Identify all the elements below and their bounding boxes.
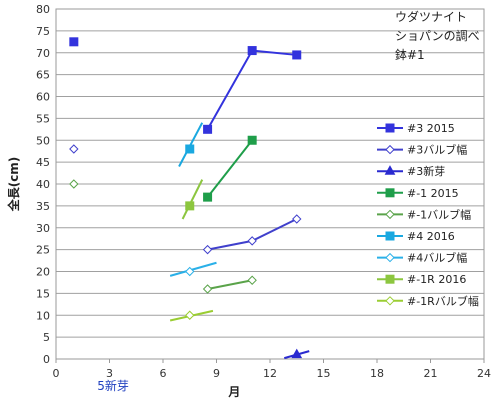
legend-item: #-1R 2016 xyxy=(377,273,466,286)
legend-label: #3 2015 xyxy=(407,122,455,135)
y-tick-label: 35 xyxy=(36,200,50,213)
x-tick-label: 3 xyxy=(106,367,113,380)
series-4 xyxy=(69,179,257,294)
data-point xyxy=(203,192,213,202)
legend-item: #4バルブ幅 xyxy=(377,251,467,265)
data-point xyxy=(247,236,257,246)
x-tick-label: 0 xyxy=(53,367,60,380)
data-point xyxy=(185,266,195,277)
legend-item: #3バルブ幅 xyxy=(377,143,467,157)
series-7 xyxy=(181,179,204,220)
legend-label: #-1Rバルブ幅 xyxy=(407,294,479,308)
x-tick-label: 6 xyxy=(160,367,167,380)
legend-swatch-marker xyxy=(385,144,395,155)
chart-title-line: 鉢#1 xyxy=(395,48,425,62)
series-layer xyxy=(69,37,310,360)
y-tick-label: 60 xyxy=(36,91,50,104)
x-tick-label: 9 xyxy=(213,367,220,380)
series-6 xyxy=(169,261,217,277)
series-0 xyxy=(69,37,302,134)
legend-label: #4バルブ幅 xyxy=(407,251,467,265)
legend-item: #3新芽 xyxy=(377,164,445,178)
gridlines xyxy=(56,30,484,338)
legend-swatch-marker xyxy=(385,296,395,306)
y-tick-label: 70 xyxy=(36,47,50,60)
legend-swatch-marker xyxy=(385,209,395,220)
legend-label: #3バルブ幅 xyxy=(407,143,467,157)
data-point xyxy=(69,144,79,154)
y-tick-label: 15 xyxy=(36,287,50,300)
chart-title-line: ショパンの調べ xyxy=(395,29,480,43)
series-3 xyxy=(203,135,257,202)
legend-item: #-1バルブ幅 xyxy=(377,207,471,221)
legend-swatch-marker xyxy=(385,231,395,241)
legend-swatch-marker xyxy=(385,188,395,198)
data-point xyxy=(203,124,213,134)
x-tick-label: 18 xyxy=(370,367,384,380)
legend-label: #-1R 2016 xyxy=(407,273,466,286)
legend-swatch-marker xyxy=(384,165,396,175)
series-8 xyxy=(169,309,214,322)
annotation-note: 5新芽 xyxy=(97,378,129,393)
y-tick-label: 25 xyxy=(36,244,50,257)
legend-item: #-1Rバルブ幅 xyxy=(377,294,479,308)
legend-label: #4 2016 xyxy=(407,230,455,243)
data-point xyxy=(247,135,257,145)
series-line xyxy=(206,139,253,198)
legend-label: #-1バルブ幅 xyxy=(407,207,471,221)
data-point xyxy=(202,244,213,255)
legend-swatch-marker xyxy=(385,123,395,133)
chart-title-line: ウダツナイト xyxy=(395,9,467,24)
data-point xyxy=(291,348,303,359)
y-tick-label: 0 xyxy=(43,353,50,366)
series-2 xyxy=(283,348,310,360)
legend-label: #3新芽 xyxy=(407,164,445,178)
series-line xyxy=(206,49,297,130)
x-tick-label: 15 xyxy=(317,367,331,380)
data-point xyxy=(185,201,195,211)
data-point xyxy=(69,37,79,47)
series-5 xyxy=(178,122,204,167)
legend-swatch-marker xyxy=(385,252,395,263)
legend: #3 2015 #3バルブ幅 #3新芽 #-1 2015 #-1バルブ幅 #4 2016 #… xyxy=(377,122,479,308)
data-point xyxy=(202,284,213,294)
series-1 xyxy=(69,144,302,255)
y-tick-label: 20 xyxy=(36,266,50,279)
y-tick-label: 45 xyxy=(36,156,50,169)
x-tick-label: 21 xyxy=(424,367,438,380)
y-tick-label: 30 xyxy=(36,222,50,235)
x-axis-title: 月 xyxy=(227,385,240,399)
data-point xyxy=(185,310,195,320)
axes: 0 5 10 15 20 25 30 35 40 45 50 55 60 65 70 75 80 0 3 6 9 12 15… xyxy=(6,3,491,399)
legend-swatch-marker xyxy=(385,274,395,284)
legend-item: #4 2016 xyxy=(377,230,455,243)
legend-item: #-1 2015 xyxy=(377,187,459,200)
data-point xyxy=(185,144,195,154)
data-point xyxy=(247,275,257,285)
series-line xyxy=(207,279,253,290)
x-tick-label: 24 xyxy=(477,367,491,380)
y-tick-label: 55 xyxy=(36,112,50,125)
y-tick-label: 75 xyxy=(36,25,50,38)
y-tick-label: 10 xyxy=(36,309,50,322)
y-tick-label: 80 xyxy=(36,3,50,16)
data-point xyxy=(292,214,302,224)
y-axis-title: 全長(cm) xyxy=(6,157,21,213)
y-tick-label: 50 xyxy=(36,134,50,147)
series-line xyxy=(169,261,217,277)
y-tick-label: 65 xyxy=(36,69,50,82)
y-tick-label: 40 xyxy=(36,178,50,191)
legend-label: #-1 2015 xyxy=(407,187,459,200)
legend-item: #3 2015 xyxy=(377,122,455,135)
data-point xyxy=(69,179,79,189)
data-point xyxy=(292,50,302,60)
data-point xyxy=(247,46,257,56)
y-tick-label: 5 xyxy=(43,331,50,344)
series-line xyxy=(181,179,204,220)
x-tick-label: 12 xyxy=(263,367,277,380)
